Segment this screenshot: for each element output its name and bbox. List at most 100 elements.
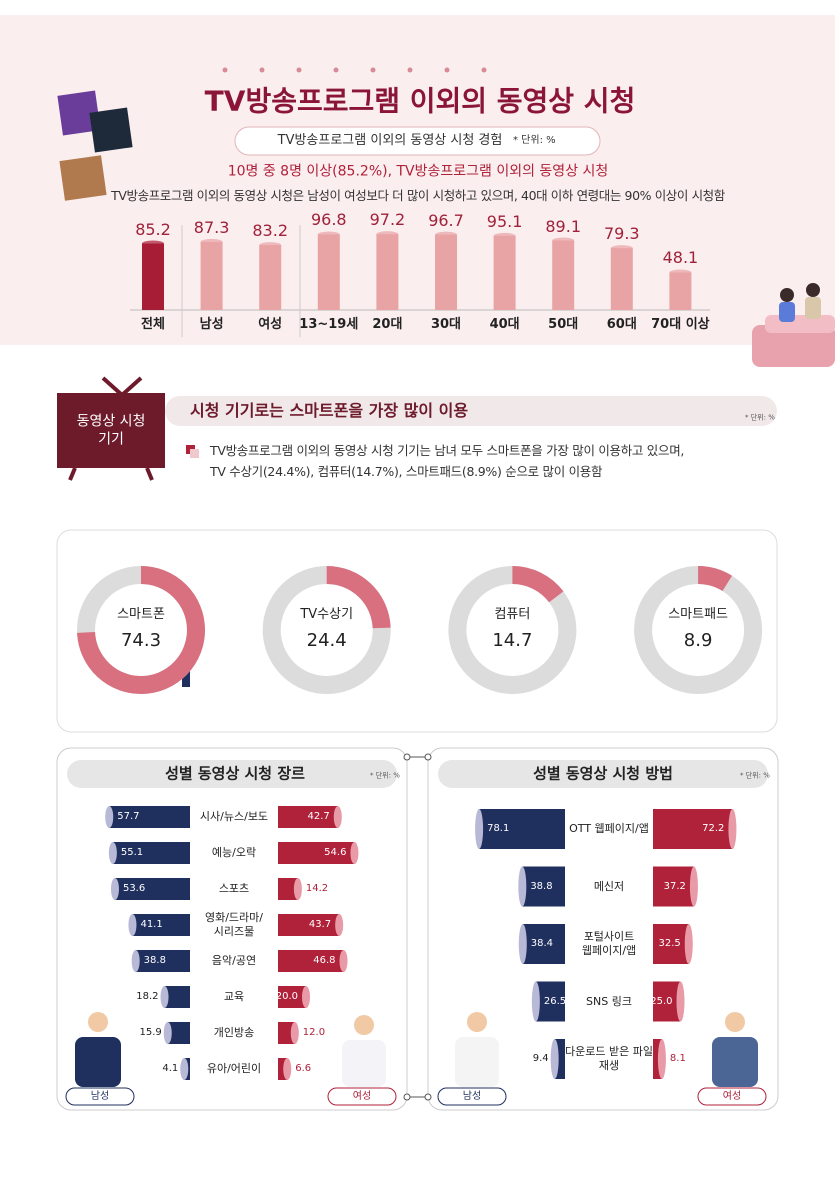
bar xyxy=(132,914,190,936)
donut-value: 8.9 xyxy=(683,629,713,651)
value-label: 43.7 xyxy=(308,918,332,930)
heading-bar xyxy=(165,396,777,426)
category-label: 시사/뉴스/보도 xyxy=(199,810,269,823)
decor xyxy=(101,376,124,397)
people xyxy=(75,1012,758,1087)
donut-value: 24.4 xyxy=(306,629,347,651)
value-label: 25.0 xyxy=(650,995,673,1007)
decor xyxy=(370,67,376,73)
illustration-screens xyxy=(57,90,133,201)
bar-cap xyxy=(302,986,310,1008)
section-label: 동영상 시청 기기 xyxy=(76,413,146,448)
bar-cap xyxy=(128,914,137,936)
bar xyxy=(259,245,282,310)
donut-label: 컴퓨터 xyxy=(494,606,531,622)
decor xyxy=(145,467,154,481)
section-heading: 시청 기기로는 스마트폰을 가장 많이 이용 xyxy=(190,401,469,420)
bar-cap xyxy=(728,809,737,849)
donut-label: 스마트폰 xyxy=(117,606,165,622)
bar-cap xyxy=(350,842,359,864)
bar xyxy=(112,842,190,864)
decor xyxy=(296,67,302,73)
bar xyxy=(167,1022,190,1044)
category-label: 메신저 xyxy=(593,879,625,893)
donut-arc xyxy=(697,566,733,592)
bar-cap xyxy=(290,1022,299,1044)
donut-arc xyxy=(77,566,205,694)
bar xyxy=(317,234,340,310)
decor xyxy=(182,665,190,687)
value-label: 9.4 xyxy=(532,1052,549,1064)
category-label: 영화/드라마/ 시리즈물 xyxy=(204,911,263,938)
bar xyxy=(278,1058,288,1080)
category-label: 남성 xyxy=(199,316,224,332)
category-label: 40대 xyxy=(489,316,520,332)
bar-cap xyxy=(435,231,457,238)
decor xyxy=(342,1040,386,1087)
bar xyxy=(435,234,457,310)
value-label: 55.1 xyxy=(120,846,144,858)
category-label: OTT 웹페이지/앱 xyxy=(569,822,649,835)
decor xyxy=(806,283,820,297)
decor xyxy=(780,288,794,302)
legend-pill xyxy=(437,1087,507,1106)
bar xyxy=(653,1039,662,1079)
value-label: 6.6 xyxy=(295,1062,312,1074)
bar xyxy=(278,878,298,900)
value-label: 42.7 xyxy=(307,810,330,822)
decor xyxy=(68,467,77,481)
bar xyxy=(278,842,355,864)
bar-cap xyxy=(684,924,693,964)
value-label: 15.9 xyxy=(139,1026,162,1038)
decor xyxy=(407,67,413,73)
value-label: 97.2 xyxy=(369,210,406,230)
unit: * 단위: % xyxy=(745,413,775,422)
decor xyxy=(765,315,835,333)
bar xyxy=(479,809,565,849)
bar xyxy=(535,981,565,1022)
decor xyxy=(712,1037,758,1087)
decor xyxy=(481,67,487,73)
bar-cap xyxy=(475,809,484,849)
bar-cap xyxy=(376,231,399,238)
category-label: 30대 xyxy=(430,316,462,332)
bar-cap xyxy=(531,981,540,1022)
bar-cap xyxy=(259,242,282,249)
donut-label: TV수상기 xyxy=(300,606,354,622)
category-label: 여성 xyxy=(258,316,283,332)
category-label: 예능/오락 xyxy=(211,846,257,859)
value-label: 96.8 xyxy=(310,210,347,230)
bar xyxy=(278,950,344,972)
bar-cap xyxy=(689,866,698,907)
decor xyxy=(75,1037,121,1087)
genre-panel xyxy=(56,747,408,1111)
value-label: 41.1 xyxy=(140,918,163,930)
category-label: 50대 xyxy=(548,316,579,332)
bar xyxy=(278,914,340,936)
bar xyxy=(376,234,399,310)
bar-cap xyxy=(142,240,164,247)
decor xyxy=(752,325,835,367)
decor xyxy=(467,1012,487,1032)
bar xyxy=(114,878,190,900)
value-label: 38.8 xyxy=(143,954,166,966)
value-label: 26.5 xyxy=(543,995,567,1007)
value-label: 18.2 xyxy=(136,990,159,1002)
legend-pill xyxy=(327,1087,397,1106)
value-label: 72.2 xyxy=(702,822,725,834)
category-label: 개인방송 xyxy=(213,1026,255,1039)
value-label: 38.4 xyxy=(530,937,554,949)
category-label: 70대 이상 xyxy=(651,316,710,332)
decor xyxy=(57,90,101,136)
decor xyxy=(88,1012,108,1032)
bar xyxy=(653,981,681,1022)
bar-cap xyxy=(108,842,117,864)
decor xyxy=(259,67,265,73)
bar xyxy=(522,924,565,964)
category-label: 다운로드 받은 파일 재생 xyxy=(565,1045,653,1072)
value-label: 83.2 xyxy=(252,221,288,241)
bar-cap xyxy=(669,269,692,276)
value-label: 48.1 xyxy=(662,248,699,268)
decor xyxy=(424,1093,432,1101)
value-label: 8.1 xyxy=(669,1052,686,1064)
